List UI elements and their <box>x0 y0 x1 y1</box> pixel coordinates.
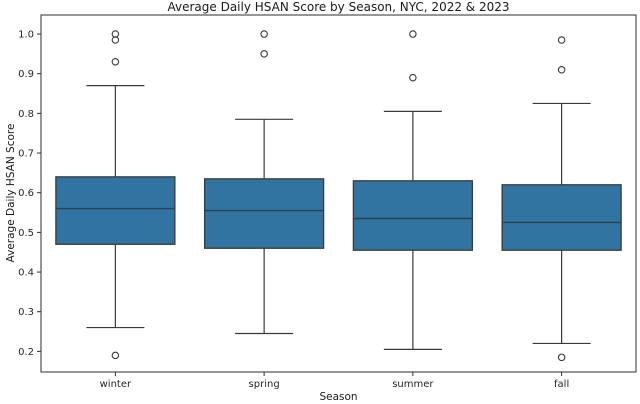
x-tick-label: spring <box>249 379 280 390</box>
x-axis-label: Season <box>319 391 358 403</box>
outlier-spring <box>260 50 268 58</box>
chart-title: Average Daily HSAN Score by Season, NYC,… <box>167 0 510 14</box>
outlier-fall <box>557 353 566 362</box>
y-tick-label: 0.9 <box>18 69 34 80</box>
x-tick-label: fall <box>554 379 569 390</box>
y-tick-label: 1.0 <box>18 30 34 41</box>
outlier-fall <box>557 65 566 74</box>
x-tick-label: summer <box>392 379 434 390</box>
box-winter <box>55 176 176 245</box>
outlier-spring <box>260 30 268 38</box>
outlier-winter <box>111 58 120 66</box>
y-tick-label: 0.3 <box>18 307 34 318</box>
outlier-winter <box>111 351 120 360</box>
box-spring <box>203 178 325 249</box>
box-summer <box>352 180 474 251</box>
outlier-fall <box>557 36 566 44</box>
outlier-winter <box>111 36 120 44</box>
outlier-summer <box>409 73 417 82</box>
y-tick-label: 0.4 <box>18 268 34 279</box>
y-tick-label: 0.7 <box>18 149 34 160</box>
y-tick-label: 0.8 <box>18 109 34 120</box>
x-tick-label: winter <box>100 379 132 390</box>
outlier-summer <box>409 30 417 38</box>
box-fall <box>501 184 622 251</box>
y-tick-label: 0.6 <box>18 188 34 199</box>
y-tick-label: 0.5 <box>18 228 34 239</box>
y-tick-label: 0.2 <box>18 347 34 358</box>
